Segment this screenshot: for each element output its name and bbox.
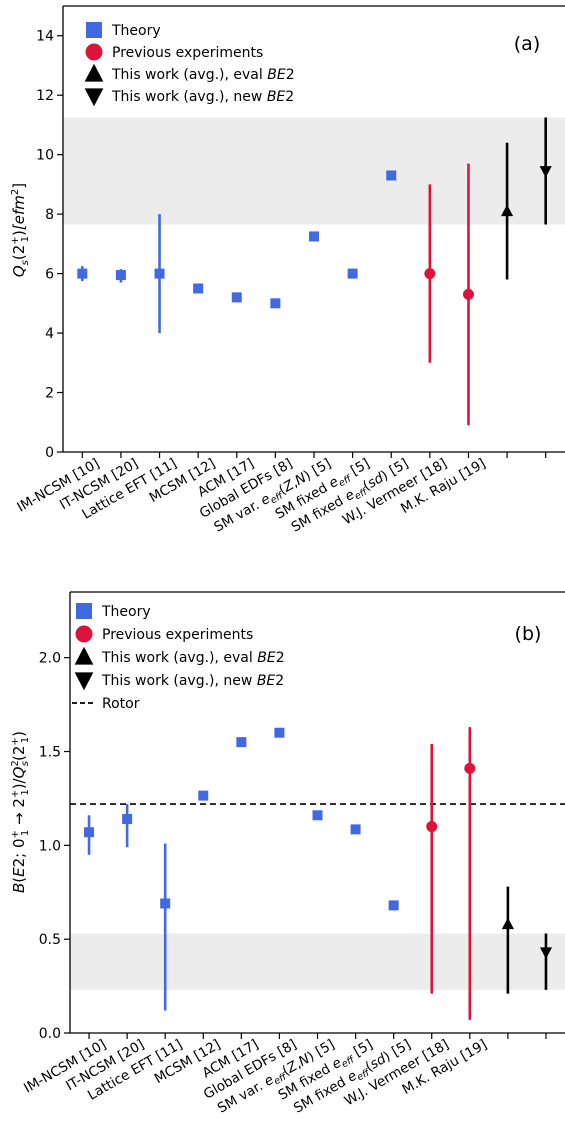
y-tick-label: 6 (45, 267, 54, 283)
data-point (154, 268, 165, 279)
legend-marker (75, 625, 93, 643)
data-point (350, 824, 361, 835)
data-point (464, 762, 476, 774)
data-point (501, 204, 514, 217)
data-point (270, 298, 281, 309)
legend-label: This work (avg.), new BE2 (111, 89, 294, 105)
data-point (84, 827, 95, 838)
data-point (386, 170, 397, 181)
data-point (309, 231, 319, 242)
panel-tag: (a) (514, 33, 540, 55)
y-tick-label: 4 (45, 326, 54, 342)
legend-label: This work (avg.), eval BE2 (111, 67, 295, 83)
legend-marker (74, 646, 94, 665)
data-point (501, 917, 514, 930)
legend-marker (76, 603, 92, 619)
legend-marker (84, 63, 104, 82)
y-tick-label: 0.5 (39, 932, 61, 948)
legend-marker (86, 22, 102, 38)
uncertainty-band (70, 933, 565, 990)
chart-panel-b: 0.00.51.01.52.0IM-NCSM [10]IT-NCSM [20]L… (10, 591, 565, 1117)
y-axis-label: Qs(2+1)[efm2] (10, 183, 31, 277)
data-point (424, 268, 436, 280)
data-point (426, 821, 438, 833)
y-tick-label: 10 (36, 148, 54, 164)
legend-marker (84, 88, 104, 107)
data-point (198, 790, 209, 801)
data-point (193, 283, 204, 294)
data-point (77, 268, 88, 279)
y-tick-label: 1.5 (39, 745, 61, 761)
data-point (231, 292, 242, 303)
data-point (236, 737, 247, 748)
data-point (122, 814, 133, 825)
data-point (160, 898, 171, 909)
data-point (388, 900, 399, 911)
legend-marker (85, 43, 103, 61)
y-tick-label: 2 (45, 386, 54, 402)
data-point (274, 727, 285, 738)
uncertainty-band (63, 117, 565, 225)
y-tick-label: 12 (36, 88, 54, 104)
data-point (347, 268, 358, 279)
data-point (312, 810, 323, 821)
y-tick-label: 1.0 (39, 838, 61, 854)
data-point (539, 166, 552, 178)
legend-label: This work (avg.), new BE2 (101, 673, 284, 689)
panel-tag: (b) (515, 623, 542, 645)
y-tick-label: 0 (45, 445, 54, 461)
legend-marker (74, 672, 94, 691)
y-axis-label: B(E2; 0+1 → 2+1)/Q2s(2+1) (10, 731, 31, 893)
legend-label: Previous experiments (112, 45, 263, 61)
y-tick-label: 8 (45, 207, 54, 223)
data-point (115, 270, 126, 281)
data-point (539, 947, 553, 959)
legend-label: Rotor (102, 696, 140, 712)
y-tick-label: 2.0 (39, 651, 61, 667)
legend-label: Previous experiments (102, 627, 253, 643)
y-tick-label: 14 (36, 29, 54, 45)
y-tick-label: 0.0 (39, 1026, 61, 1042)
legend-label: This work (avg.), eval BE2 (101, 650, 285, 666)
legend-label: Theory (101, 604, 151, 620)
legend-label: Theory (111, 23, 161, 39)
data-point (462, 288, 474, 300)
